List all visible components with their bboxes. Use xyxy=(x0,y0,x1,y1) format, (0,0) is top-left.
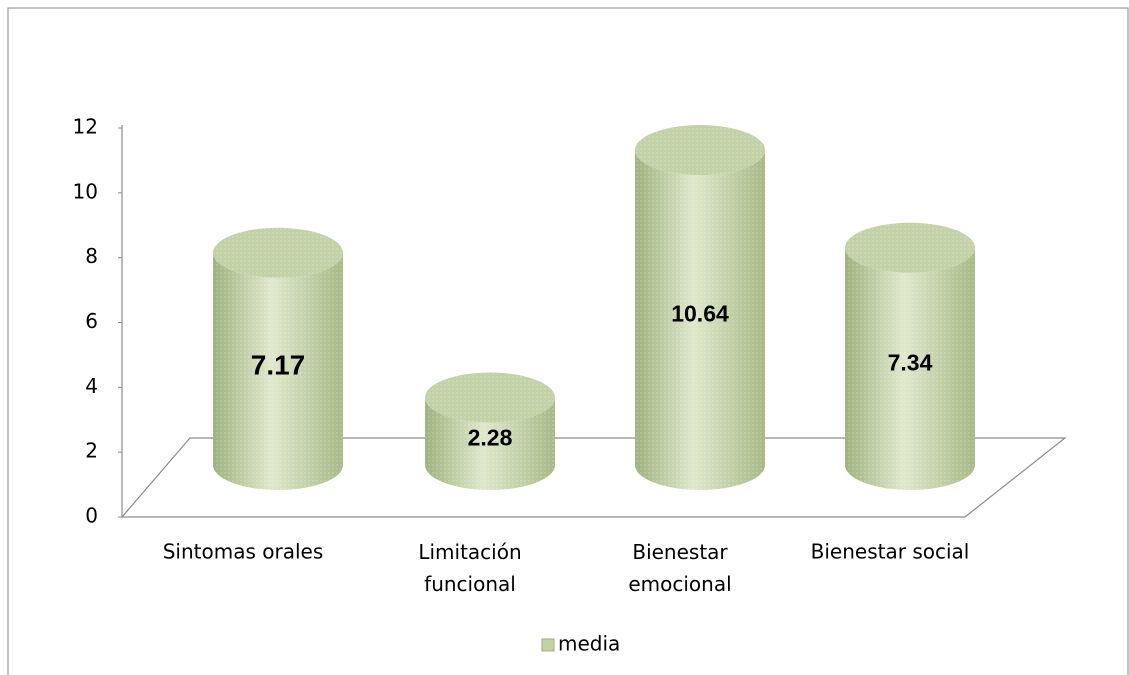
legend-label: media xyxy=(558,632,620,656)
y-tick-label: 2 xyxy=(85,439,98,463)
y-tick-label: 0 xyxy=(85,504,98,528)
x-tick-label: Sintomas orales xyxy=(163,540,324,564)
value-label: 7.34 xyxy=(888,349,933,375)
cylinder-texture xyxy=(845,247,975,490)
x-tick-label: Bienestar social xyxy=(811,540,970,564)
y-tick-label: 12 xyxy=(73,115,98,139)
floor xyxy=(120,437,1067,518)
y-tick-label: 8 xyxy=(85,244,98,268)
value-label: 10.64 xyxy=(671,301,729,327)
cylinder-texture xyxy=(635,150,765,490)
y-tick-label: 10 xyxy=(73,179,98,203)
cylinder-top-texture xyxy=(845,222,975,273)
cylinder-top-texture xyxy=(425,372,555,423)
legend-swatch xyxy=(541,638,555,652)
cylinder-top-texture xyxy=(635,125,765,176)
value-label: 2.28 xyxy=(468,424,513,450)
cylinder-top-texture xyxy=(213,227,343,278)
x-tick-label: Limitación funcional xyxy=(418,540,521,596)
cylinder-texture xyxy=(213,252,343,490)
y-tick-label: 6 xyxy=(85,309,98,333)
value-label: 7.17 xyxy=(251,349,306,380)
x-tick-label: Bienestar emocional xyxy=(628,540,731,596)
cylinder-texture xyxy=(425,397,555,490)
y-tick-label: 4 xyxy=(85,374,98,398)
